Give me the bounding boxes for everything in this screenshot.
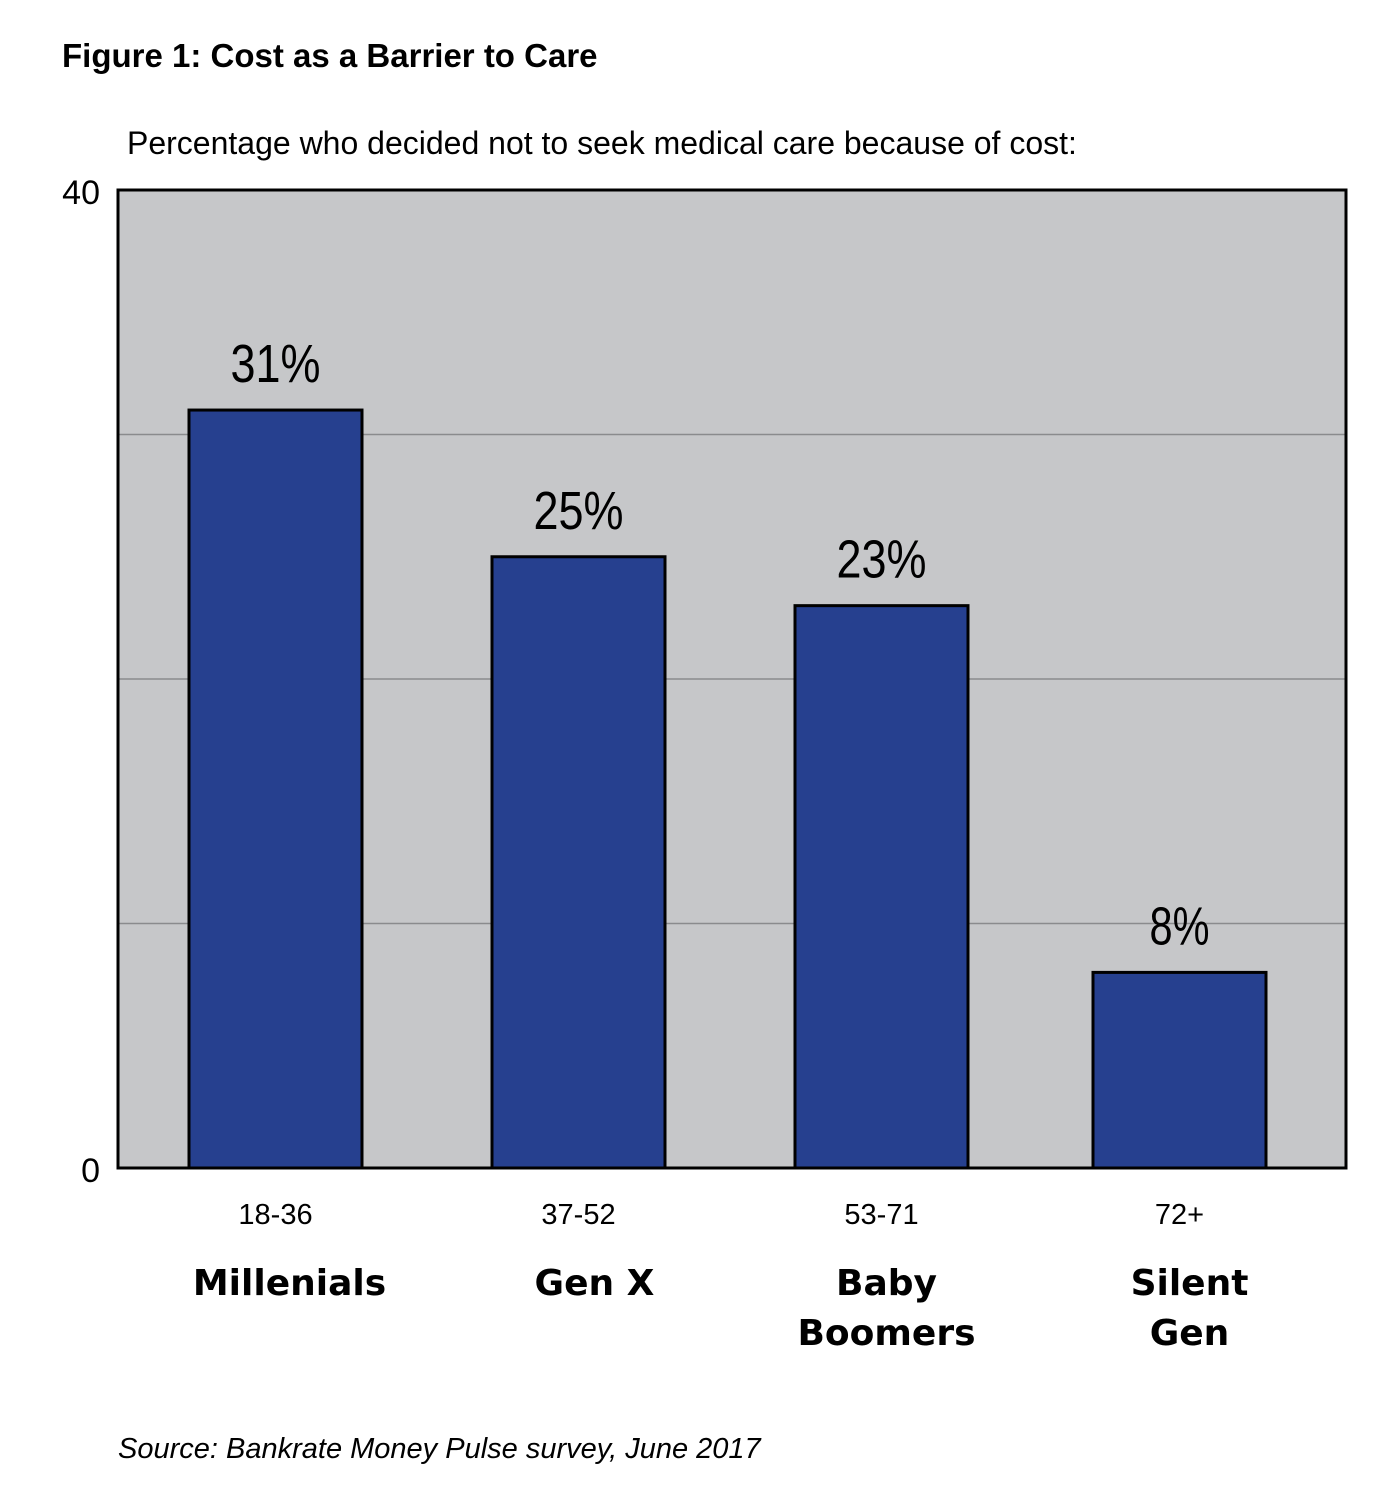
category-label: Silent bbox=[1131, 1263, 1249, 1304]
data-label: 25% bbox=[534, 481, 624, 541]
plot-frame bbox=[116, 188, 1348, 1170]
category-labels: 18-36 Millenials 37-52 Gen X 53-71 Baby Boomer… bbox=[193, 1199, 1249, 1354]
y-tick-40: 40 bbox=[62, 174, 100, 212]
y-tick-0: 0 bbox=[81, 1152, 100, 1190]
category-label: Millenials bbox=[193, 1263, 386, 1304]
bar-3 bbox=[1091, 970, 1268, 1170]
source-note: Source: Bankrate Money Pulse survey, Jun… bbox=[118, 1433, 763, 1465]
category-label: Baby bbox=[836, 1263, 937, 1304]
age-range-label: 37-52 bbox=[541, 1199, 615, 1231]
data-label: 8% bbox=[1150, 896, 1210, 956]
data-label: 31% bbox=[231, 334, 321, 394]
bars: 31% 25% 23% 8% bbox=[187, 334, 1268, 1170]
age-range-label: 72+ bbox=[1155, 1199, 1204, 1231]
category-label: Boomers bbox=[797, 1313, 975, 1354]
age-range-label: 53-71 bbox=[844, 1199, 918, 1231]
category-label: Gen bbox=[1150, 1313, 1230, 1354]
chart-subtitle: Percentage who decided not to seek medic… bbox=[127, 125, 1077, 161]
age-range-label: 18-36 bbox=[238, 1199, 312, 1231]
bar-1 bbox=[490, 555, 667, 1170]
bar-0 bbox=[187, 408, 364, 1170]
bar-2 bbox=[793, 604, 970, 1170]
chart-title: Figure 1: Cost as a Barrier to Care bbox=[62, 37, 598, 74]
data-label: 23% bbox=[837, 530, 927, 590]
category-label: Gen X bbox=[535, 1263, 655, 1304]
